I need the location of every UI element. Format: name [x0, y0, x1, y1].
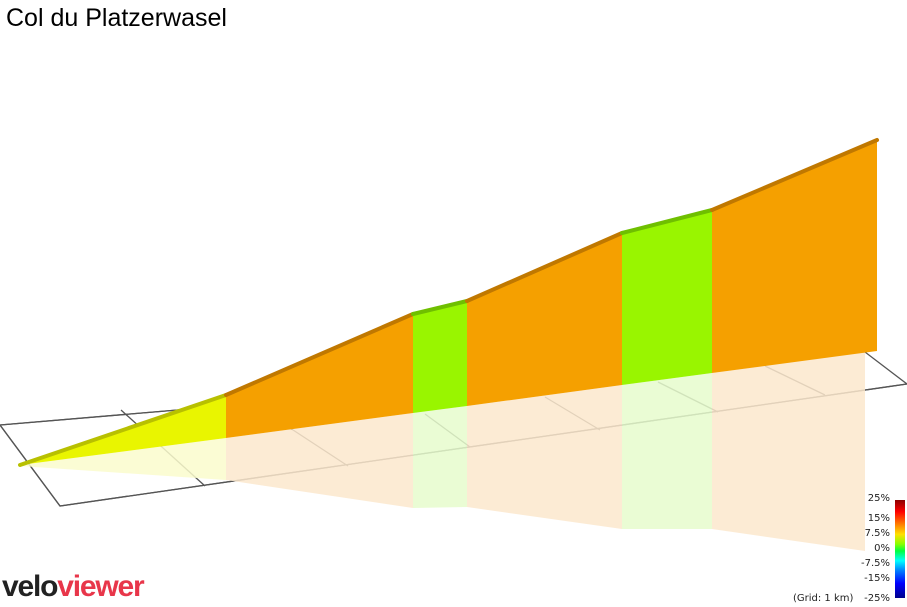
shadow-segment-1 [20, 438, 226, 480]
veloviewer-logo[interactable]: veloviewer [2, 570, 145, 604]
legend-tick-7-5: 7.5% [864, 528, 890, 539]
top-edge-segment-4 [465, 231, 624, 303]
top-edge-segment-3 [411, 299, 469, 316]
profile-top-edge [18, 138, 879, 467]
profile-segment-4 [467, 233, 622, 406]
shadow-segment-2 [226, 413, 413, 508]
top-edge-segment-2 [224, 312, 415, 397]
gradient-legend-bar [895, 500, 905, 598]
profile-segment-3 [413, 301, 467, 413]
top-edge-segment-5 [620, 208, 714, 235]
page-title: Col du Platzerwasel [6, 4, 227, 32]
grid-scale-note: (Grid: 1 km) [793, 593, 854, 604]
shadow-segment-4 [467, 385, 622, 529]
profile-shadow [20, 352, 865, 551]
profile-segment-2 [226, 314, 413, 438]
top-edge-segment-1 [18, 393, 228, 467]
legend-tick-15: 15% [867, 513, 890, 524]
logo-text-viewer: viewer [57, 570, 144, 603]
shadow-segment-5 [622, 373, 712, 529]
logo-text-velo: velo [2, 570, 58, 603]
legend-tick-0: 0% [874, 543, 890, 554]
profile-segment-6 [712, 140, 877, 373]
shadow-segment-6 [712, 352, 865, 551]
legend-tick-25: 25% [867, 493, 890, 504]
top-edge-segment-6 [710, 138, 879, 212]
shadow-segment-3 [413, 406, 467, 508]
profile-segment-5 [622, 210, 712, 385]
legend-tick-minus-7-5: -7.5% [860, 558, 890, 569]
legend-tick-minus-15: -15% [864, 573, 890, 584]
legend-tick-minus-25: -25% [864, 593, 890, 604]
